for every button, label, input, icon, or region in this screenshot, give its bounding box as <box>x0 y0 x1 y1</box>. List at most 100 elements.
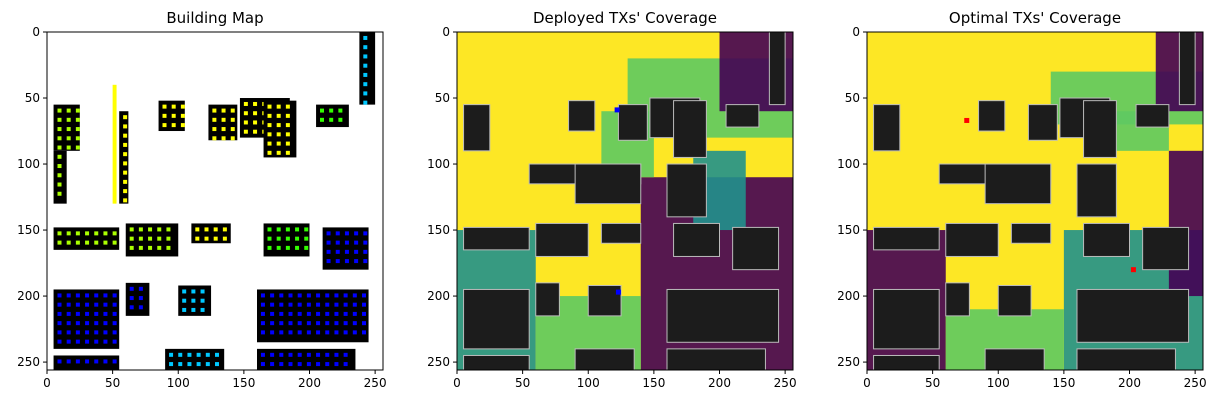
building-tile <box>57 164 62 169</box>
building-tile <box>230 127 235 132</box>
building-tile <box>191 289 196 294</box>
building-block <box>125 282 150 316</box>
building-tile <box>66 136 71 141</box>
y-tick-label: 150 <box>17 223 40 237</box>
building-tile <box>85 311 90 316</box>
building-tile <box>191 298 196 303</box>
building-tile <box>162 123 167 128</box>
building-tile <box>215 352 219 357</box>
building-tile <box>253 101 258 106</box>
building-tile <box>129 236 134 241</box>
building-tile <box>112 321 117 326</box>
building-tile <box>334 311 339 316</box>
tx-point <box>614 107 620 113</box>
y-tick-label: 0 <box>442 25 450 39</box>
building-tile <box>171 104 176 109</box>
building-tile <box>200 307 205 312</box>
building-tile <box>138 236 143 241</box>
building-tile <box>166 245 171 250</box>
building-tile <box>57 182 62 187</box>
building-tile <box>66 240 71 245</box>
panel-title: Optimal TXs' Coverage <box>949 9 1121 27</box>
building-tile <box>157 236 162 241</box>
building-tile <box>260 352 265 357</box>
building-tile <box>103 339 108 344</box>
building-tile <box>363 63 368 68</box>
building-tile <box>334 352 339 357</box>
plot-frame <box>456 31 794 371</box>
building-tile <box>196 352 201 357</box>
building-map-panel: Building Map 0 50 100 150 200 250050100150200… <box>17 9 386 390</box>
building-tile <box>334 293 339 298</box>
tx-point <box>615 289 621 295</box>
building-tile <box>85 293 90 298</box>
building-tile <box>213 236 218 241</box>
building-tile <box>57 321 62 326</box>
building-tile <box>343 352 348 357</box>
building-tile <box>316 352 321 357</box>
building-tile <box>94 231 99 236</box>
building-tile <box>230 117 235 122</box>
building-tile <box>75 117 80 122</box>
building-tile <box>138 286 143 291</box>
building-tile <box>288 293 293 298</box>
building-block <box>1083 100 1117 158</box>
building-tile <box>276 245 281 250</box>
x-tick-label: 250 <box>1184 376 1207 390</box>
building-tile <box>325 311 330 316</box>
building-tile <box>260 330 265 335</box>
building-tile <box>335 249 340 254</box>
building-tile <box>297 362 302 367</box>
building-block <box>53 227 120 250</box>
building-tile <box>103 321 108 326</box>
building-tile <box>326 259 331 264</box>
building-tile <box>267 236 272 241</box>
building-block <box>53 289 120 349</box>
y-tick-label: 150 <box>427 223 450 237</box>
building-tile <box>363 54 368 59</box>
building-tile <box>270 293 275 298</box>
building-tile <box>103 302 108 307</box>
building-tile <box>325 330 330 335</box>
x-tick-label: 0 <box>43 376 51 390</box>
building-tile <box>288 352 293 357</box>
building-tile <box>276 150 281 155</box>
building-tile <box>334 321 339 326</box>
building-tile <box>162 113 167 118</box>
building-tile <box>57 191 62 196</box>
building-tile <box>200 298 205 303</box>
building-tile <box>75 127 80 132</box>
building-block <box>732 226 780 271</box>
building-tile <box>169 362 174 367</box>
building-tile <box>221 136 226 141</box>
building-tile <box>129 286 134 291</box>
building-tile <box>57 231 62 236</box>
building-tile <box>243 120 248 125</box>
building-tile <box>335 240 340 245</box>
building-tile <box>200 289 205 294</box>
y-tick-label: 50 <box>25 91 40 105</box>
building-tile <box>306 362 311 367</box>
building-tile <box>138 305 143 310</box>
x-tick-label: 150 <box>642 376 665 390</box>
building-tile <box>123 161 128 166</box>
building-tile <box>363 45 368 50</box>
building-tile <box>325 293 330 298</box>
building-tile <box>103 293 108 298</box>
building-block <box>666 348 766 370</box>
building-tile <box>213 227 218 232</box>
building-tile <box>221 108 226 113</box>
building-block <box>316 104 349 128</box>
building-tile <box>166 227 171 232</box>
road-marker <box>112 84 117 204</box>
building-tile <box>204 227 209 232</box>
building-tile <box>94 330 99 335</box>
building-tile <box>57 117 62 122</box>
building-tile <box>243 101 248 106</box>
building-block <box>873 288 940 350</box>
x-tick-label: 200 <box>1118 376 1141 390</box>
building-tile <box>297 330 302 335</box>
building-tile <box>267 123 272 128</box>
building-tile <box>260 302 265 307</box>
